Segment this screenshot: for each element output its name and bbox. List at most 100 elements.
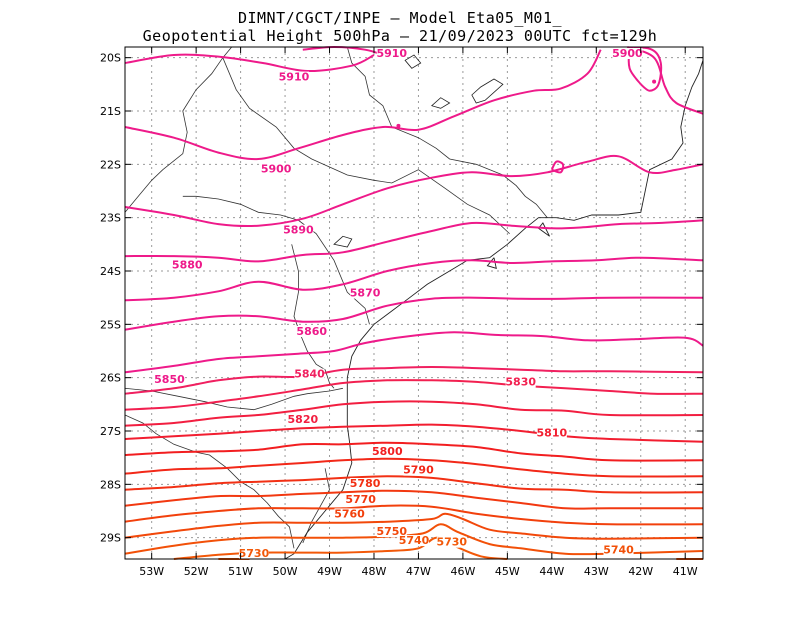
contour-line [124,457,704,478]
contour-label: 5860 [296,325,327,338]
tick-label-lon: 52W [184,565,209,578]
contour-line [124,400,704,427]
contour-line [124,256,704,302]
contour-line [124,523,704,556]
contour-label: 5820 [288,413,319,426]
tick-label-lon: 43W [584,565,609,578]
contour-label: 5790 [403,464,434,477]
map-frame [124,46,704,560]
contour-label: 5730 [436,536,467,549]
tick-label-lon: 46W [450,565,475,578]
lake-outline [430,97,451,109]
lake-outline [471,78,504,104]
contour-label: 5730 [239,547,270,560]
contour-label-bg [372,446,403,457]
contour-label-bg [603,544,634,556]
tick-label-lon: 48W [362,565,387,578]
tick-label-lon: 45W [495,565,520,578]
contour-label-bg [294,368,325,380]
contour-line [124,296,704,331]
contour-label: 5760 [334,507,365,520]
contour-line [124,154,704,228]
contour-label-bg [287,414,318,425]
tick-label-lon: 51W [228,565,253,578]
graticule-grid [125,47,703,559]
contour-label-bg [436,536,467,548]
tick-label-lat: 24S [100,265,121,278]
closed-contour [627,46,663,92]
state-border [346,46,548,218]
lake-outline [333,235,353,248]
contour-label: 5740 [603,544,634,557]
tick-label-lat: 29S [100,532,121,545]
contour-line [124,366,704,395]
contour-label: 5910 [376,47,407,60]
contour-label: 5750 [376,525,407,538]
tick-label-lon: 42W [628,565,653,578]
contour-label: 5740 [399,534,430,547]
tick-label-lat: 23S [100,212,121,225]
state-border [124,46,233,213]
contour-label-bg [376,526,407,537]
lake-outline [404,54,422,69]
chart-title-line1: DIMNT/CGCT/INPE – Model Eta05_M01_ [237,9,563,27]
coastline [486,257,497,269]
contour-label-bg [334,508,365,520]
contour-layer: 5910 5910 5900 5900 5890 5880 5870 5860 5850 5840… [124,46,704,560]
tick-label-lat: 28S [100,478,121,491]
contour-line [124,379,704,411]
state-border [291,244,335,389]
contour-label-bg [283,224,314,236]
contour-label: 5870 [350,287,381,300]
contour-label: 5810 [537,426,568,439]
contour-line [124,423,704,443]
contour-label-bg [350,478,381,489]
contour-line [124,441,704,462]
contour-label-bg [612,48,643,59]
contour-label-bg [399,535,429,547]
tick-label-lat: 20S [100,52,121,65]
tick-label-lon: 53W [139,565,164,578]
contour-line [124,489,703,510]
contour-line [124,475,704,494]
contour-label: 5900 [261,162,292,175]
contour-label-bg [278,71,309,83]
contour-label: 5890 [283,224,314,237]
contour-line [627,46,704,115]
contour-label-bg [376,48,407,59]
contour-label: 5780 [350,477,381,490]
contour-line [124,512,704,540]
contour-label: 5840 [294,368,325,381]
contour-line [302,46,384,56]
state-border [124,387,343,411]
contour-dot [396,123,401,128]
tick-label-lon: 50W [273,565,298,578]
contour-line [124,331,704,374]
state-border [222,57,510,234]
contour-label: 5880 [172,258,203,271]
contour-line [124,53,375,73]
tick-label-lat: 27S [100,425,121,438]
tick-label-lon: 49W [317,565,342,578]
contour-label: 5800 [372,445,403,458]
closed-contour [550,160,565,174]
contour-label: 5900 [612,47,643,60]
tick-label-lat: 26S [100,372,121,385]
contour-label-bg [345,494,376,505]
contour-label-bg [296,326,327,337]
tick-label-lon: 44W [539,565,564,578]
axis-ticks: 53W 52W 51W 50W 49W 48W 47W 46W 45W 44W 43W 42W 41W 2… [100,47,703,578]
contour-label-bg [350,287,381,299]
tick-label-lon: 47W [406,565,431,578]
contour-line [124,219,704,263]
contour-label: 5910 [279,71,310,84]
coastline [537,222,551,237]
state-border [302,468,330,544]
contour-label: 5850 [154,373,185,386]
chart-title-line2: Geopotential Height 500hPa – 21/09/2023 … [142,27,658,45]
contour-label-bg [238,548,269,559]
contour-label: 5770 [345,493,376,506]
tick-label-lat: 25S [100,318,121,331]
tick-label-lon: 41W [673,565,698,578]
